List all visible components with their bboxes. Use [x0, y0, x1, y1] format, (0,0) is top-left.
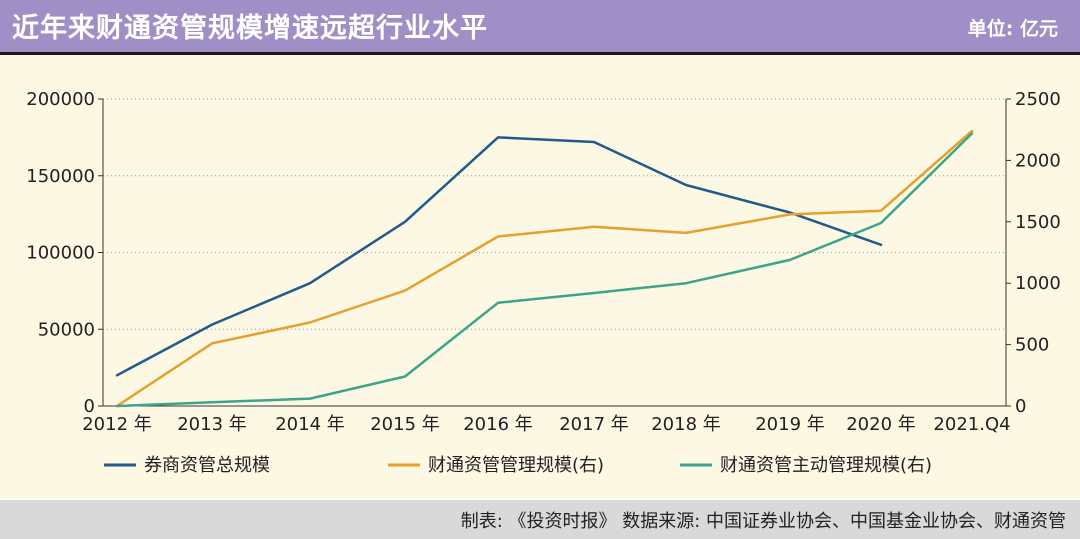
x-tick-label: 2015 年 — [370, 414, 440, 435]
header-divider — [0, 52, 1080, 55]
y-left-tick-label: 200000 — [26, 89, 95, 110]
legend-label: 财通资管主动管理规模(右) — [720, 455, 932, 476]
x-tick-label: 2018 年 — [651, 414, 721, 435]
y-right-tick-label: 0 — [1015, 396, 1026, 417]
y-right-tick-label: 2500 — [1015, 89, 1061, 110]
y-left-tick-label: 0 — [84, 396, 95, 417]
legend-item-0: 券商资管总规模 — [104, 455, 270, 476]
chart-panel: 200000 150000 100000 50000 0 2500 2000 1500 1000… — [0, 55, 1080, 498]
legend-label: 财通资管管理规模(右) — [428, 455, 604, 476]
x-tick-label: 2019 年 — [755, 414, 825, 435]
x-tick-label: 2016 年 — [463, 414, 533, 435]
legend-label: 券商资管总规模 — [144, 455, 270, 476]
x-tick-label: 2014 年 — [275, 414, 345, 435]
x-tick-label: 2013 年 — [177, 414, 247, 435]
footer-bar: 制表: 《投资时报》 数据来源: 中国证券业协会、中国基金业协会、财通资管 — [0, 500, 1080, 539]
series-line-1 — [115, 129, 974, 408]
x-tick-label: 2012 年 — [82, 414, 152, 435]
series-line-2 — [115, 132, 974, 408]
chart-title: 近年来财通资管规模增速远超行业水平 — [12, 13, 488, 44]
y-left-tick-label: 150000 — [26, 166, 95, 187]
y-right-tick-label: 500 — [1015, 335, 1049, 356]
legend-item-2: 财通资管主动管理规模(右) — [680, 455, 932, 476]
y-right-tick-label: 2000 — [1015, 150, 1061, 171]
x-tick-label: 2021.Q4 — [933, 414, 1010, 435]
x-tick-label: 2017 年 — [559, 414, 629, 435]
x-tick-label: 2020 年 — [846, 414, 916, 435]
source-note: 制表: 《投资时报》 数据来源: 中国证券业协会、中国基金业协会、财通资管 — [460, 511, 1066, 532]
y-left-tick-label: 50000 — [38, 319, 95, 340]
unit-label: 单位: 亿元 — [967, 18, 1058, 40]
y-left-tick-label: 100000 — [26, 243, 95, 264]
y-right-tick-label: 1500 — [1015, 212, 1061, 233]
y-right-tick-label: 1000 — [1015, 273, 1061, 294]
series-line-0 — [115, 136, 883, 377]
line-chart: 200000 150000 100000 50000 0 2500 2000 1500 1000… — [26, 89, 1061, 476]
header-bar: 近年来财通资管规模增速远超行业水平 单位: 亿元 — [0, 0, 1080, 52]
legend-item-1: 财通资管管理规模(右) — [388, 455, 604, 476]
